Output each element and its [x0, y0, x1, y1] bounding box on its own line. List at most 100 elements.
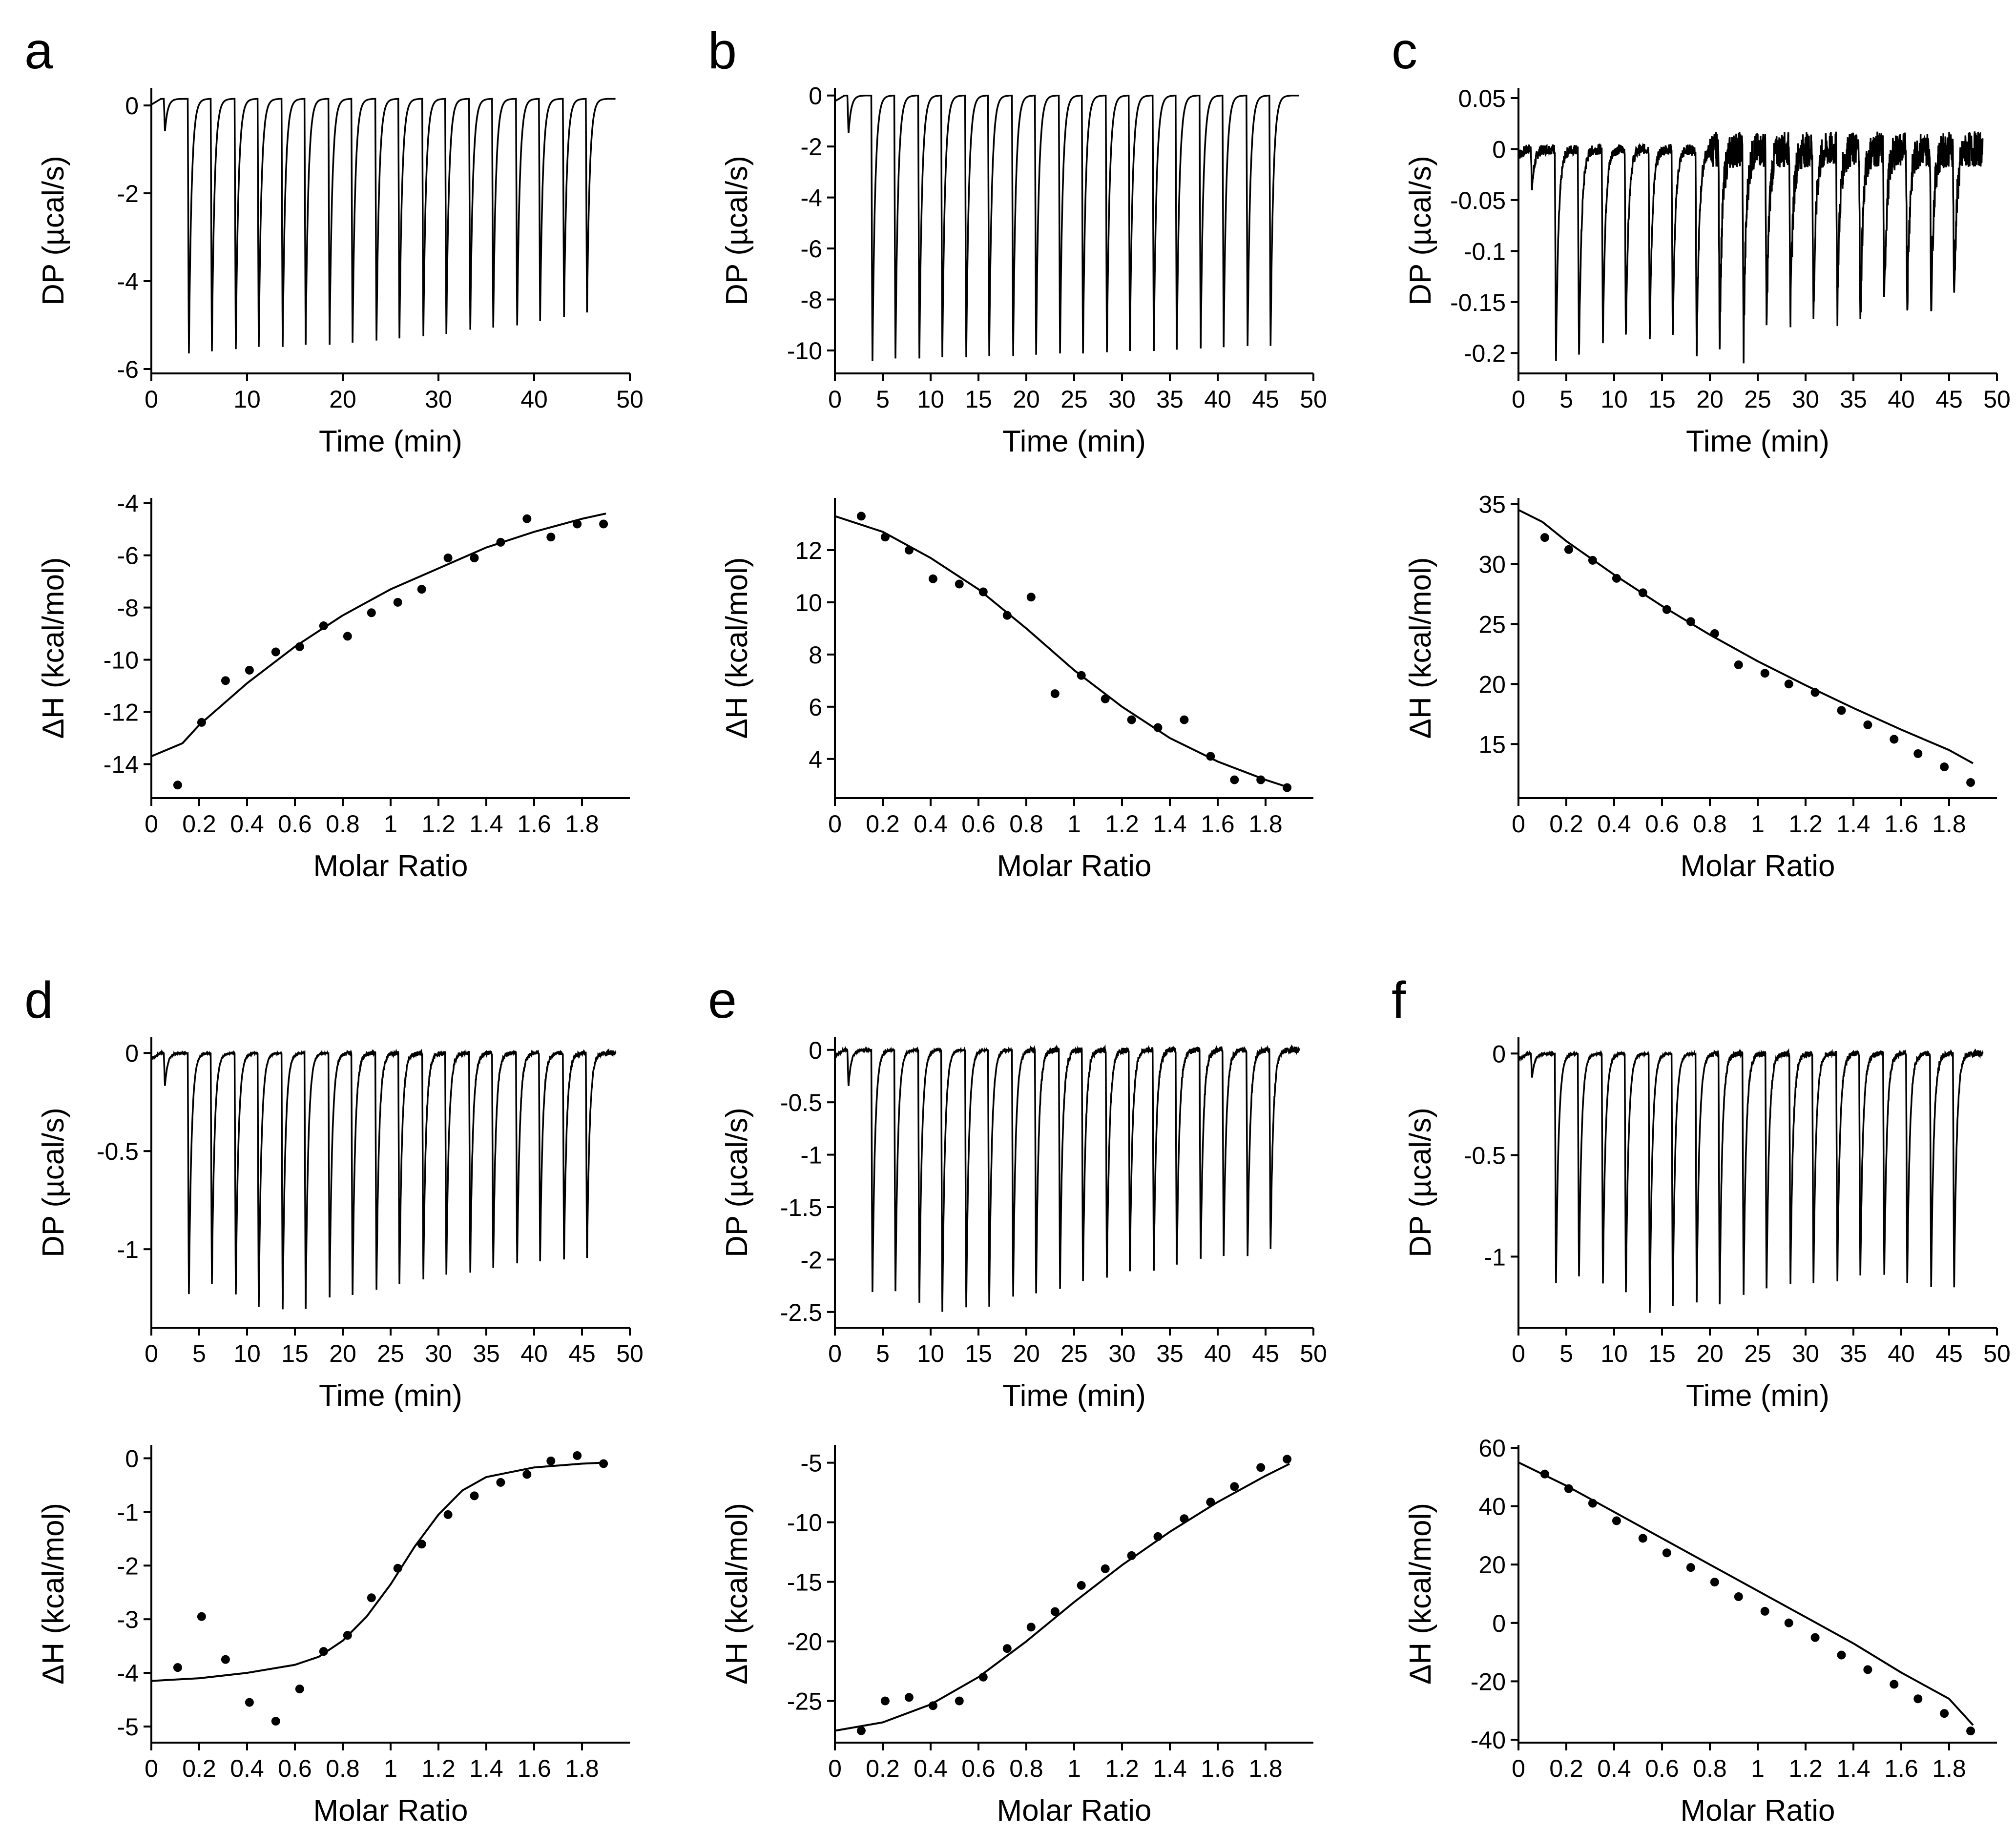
y-tick-label: 8: [809, 641, 822, 669]
y-tick-label: 0.05: [1458, 85, 1506, 112]
data-point: [496, 537, 505, 547]
y-tick-label: -0.5: [1464, 1142, 1506, 1169]
x-tick-label: 0: [828, 810, 842, 838]
y-tick-label: 20: [1478, 671, 1506, 698]
data-point: [1913, 749, 1923, 758]
data-point: [955, 579, 964, 589]
x-tick-label: 20: [329, 386, 356, 413]
y-tick-label: -4: [117, 268, 139, 295]
y-tick-label: -2: [117, 180, 139, 207]
fit-curve: [1518, 509, 1974, 764]
y-tick-label: -0.2: [1464, 340, 1506, 367]
x-tick-label: 1.8: [1248, 1755, 1283, 1782]
y-tick-label: 15: [1478, 731, 1506, 758]
data-point: [295, 642, 304, 651]
y-tick-label: -0.15: [1450, 289, 1506, 316]
data-point: [856, 512, 866, 521]
data-point: [197, 718, 206, 727]
x-tick-label: 0.6: [278, 810, 312, 838]
x-tick-label: 0.6: [961, 1755, 996, 1782]
y-tick-label: -6: [801, 235, 822, 263]
data-point: [1026, 593, 1036, 602]
data-point: [271, 1717, 280, 1726]
y-tick-label: 40: [1478, 1493, 1506, 1521]
x-tick-label: 1.4: [469, 1755, 503, 1782]
x-tick-label: 0.6: [961, 810, 996, 838]
data-point: [978, 1672, 988, 1682]
y-tick-label: -40: [1471, 1727, 1506, 1754]
x-tick-label: 25: [377, 1340, 404, 1367]
x-tick-label: 30: [1792, 1340, 1819, 1367]
x-tick-label: 35: [1156, 386, 1184, 413]
x-tick-label: 15: [1648, 1340, 1676, 1367]
data-point: [1966, 778, 1975, 787]
y-tick-label: -6: [117, 542, 139, 570]
data-point: [496, 1478, 505, 1487]
data-point: [1050, 1607, 1060, 1616]
data-point: [470, 554, 479, 562]
thermogram-trace: [834, 1044, 1300, 1312]
data-point: [1283, 783, 1292, 792]
y-tick-label: 35: [1478, 491, 1506, 518]
x-tick-label: 20: [1013, 386, 1040, 413]
x-axis-label: Time (min): [1002, 1379, 1146, 1413]
data-point: [856, 1726, 866, 1735]
x-tick-label: 5: [876, 1340, 890, 1367]
data-point: [1077, 1581, 1086, 1590]
x-tick-label: 10: [233, 386, 261, 413]
x-tick-label: 15: [1648, 386, 1676, 413]
panel-letter: c: [1392, 22, 1417, 80]
y-axis-label: ΔH (kcal/mol): [720, 557, 754, 739]
data-point: [245, 665, 254, 675]
y-tick-label: -0.1: [1464, 238, 1506, 265]
y-tick-label: 60: [1478, 1435, 1506, 1462]
x-tick-label: 1.4: [1836, 1755, 1871, 1782]
data-point: [393, 597, 402, 607]
data-point: [1810, 1633, 1820, 1642]
x-tick-label: 1.8: [1932, 810, 1966, 838]
x-tick-label: 0.8: [1009, 810, 1043, 838]
y-tick-label: -14: [104, 751, 139, 778]
isotherm-chart: 0 0.2 0.4 0.6 0.8 1 1.2 1.4 1.6 1.8 -4 -6 -8 -10 -12 -1…: [37, 490, 630, 883]
data-point: [1026, 1623, 1036, 1632]
data-point: [1612, 1516, 1621, 1525]
x-tick-label: 25: [1060, 1340, 1088, 1367]
x-tick-label: 1.2: [1105, 1755, 1139, 1782]
x-tick-label: 15: [281, 1340, 309, 1367]
panel-letter: a: [24, 22, 53, 80]
x-tick-label: 0.6: [1645, 810, 1679, 838]
y-tick-label: -12: [104, 699, 139, 726]
y-axis-label: ΔH (kcal/mol): [1404, 1503, 1437, 1685]
x-axis-label: Time (min): [1686, 1379, 1829, 1413]
data-point: [955, 1696, 964, 1706]
y-tick-label: -15: [787, 1569, 822, 1596]
data-point: [1710, 629, 1719, 638]
x-axis-label: Time (min): [1686, 425, 1829, 458]
data-point: [1810, 688, 1820, 697]
x-tick-label: 0.4: [914, 1755, 948, 1782]
fit-curve: [834, 515, 1290, 789]
x-tick-label: 10: [917, 1340, 944, 1367]
x-tick-label: 0.2: [1549, 1755, 1583, 1782]
data-point: [1662, 1548, 1671, 1558]
x-tick-label: 5: [1559, 386, 1573, 413]
y-axis-label: DP (µcal/s): [1404, 1108, 1437, 1257]
y-axis-label: ΔH (kcal/mol): [1404, 557, 1437, 739]
data-point: [1540, 1469, 1549, 1479]
data-point: [1588, 1499, 1597, 1508]
x-tick-label: 30: [1792, 386, 1819, 413]
x-tick-label: 1.6: [1884, 810, 1918, 838]
x-tick-label: 1.4: [1153, 810, 1187, 838]
data-point: [1638, 1534, 1647, 1543]
x-axis-label: Molar Ratio: [313, 849, 468, 883]
x-tick-label: 20: [1696, 1340, 1724, 1367]
data-point: [1863, 1665, 1872, 1674]
y-tick-label: -0.5: [97, 1138, 139, 1165]
x-tick-label: 0.8: [1693, 810, 1727, 838]
data-point: [1662, 605, 1671, 614]
data-point: [271, 647, 280, 657]
